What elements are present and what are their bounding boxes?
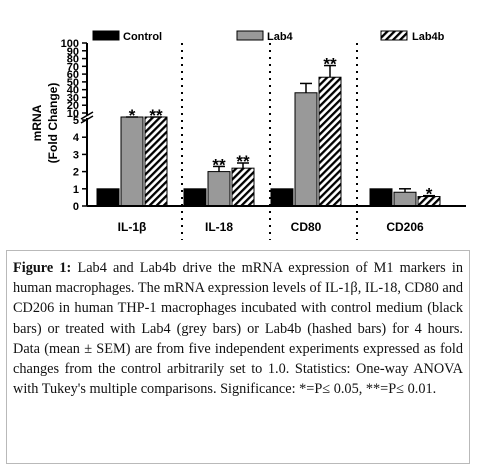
bar <box>369 188 393 207</box>
y-tick-label: 5 <box>73 115 79 127</box>
y-tick-label: 50 <box>67 77 79 89</box>
x-category-label: IL-1β <box>118 220 147 234</box>
y-tick-label: 40 <box>67 85 79 97</box>
figure-label: Figure 1: <box>13 260 72 276</box>
legend-label: Control <box>123 31 162 43</box>
bars: * **** ***** <box>96 55 441 207</box>
bar <box>120 116 144 207</box>
y-tick-label: 1 <box>73 184 79 196</box>
bar <box>231 167 255 207</box>
bar <box>294 92 318 207</box>
bar <box>183 188 207 207</box>
significance-label: ** <box>212 155 226 174</box>
legend: Control Lab4 Lab4b <box>92 30 445 43</box>
y-tick-label: 0 <box>73 201 79 213</box>
y-tick-label: 4 <box>73 132 80 144</box>
significance-label: * <box>129 106 136 125</box>
bar <box>96 188 120 207</box>
y-axis-label-line1: mRNA <box>30 104 44 141</box>
figure-caption: Figure 1: Lab4 and Lab4b drive the mRNA … <box>13 258 463 399</box>
y-tick-label: 60 <box>67 69 79 81</box>
legend-swatch <box>92 30 120 41</box>
legend-swatch <box>236 30 264 41</box>
y-tick-label: 70 <box>67 61 79 73</box>
legend-label: Lab4 <box>267 31 294 43</box>
significance-label: ** <box>149 106 163 125</box>
y-axis-label-line2: (Fold Change) <box>46 83 60 164</box>
bar <box>318 76 342 207</box>
caption-text: Lab4 and Lab4b drive the mRNA expression… <box>13 260 463 398</box>
y-tick-label: 2 <box>73 167 79 179</box>
bar <box>393 191 417 207</box>
y-tick-label: 3 <box>73 149 79 161</box>
y-tick-label: 10 <box>67 108 79 120</box>
x-category-label: CD206 <box>386 220 424 234</box>
y-tick-label: 90 <box>67 46 79 58</box>
bar <box>270 188 294 207</box>
bar-chart: Control Lab4 Lab4b 0 1 2 3 4 510203040506070809… <box>30 30 466 240</box>
y-tick-label: 30 <box>67 92 79 104</box>
significance-label: ** <box>236 152 250 171</box>
significance-label: ** <box>323 55 337 74</box>
y-tick-label: 20 <box>67 100 79 112</box>
bar <box>144 116 168 207</box>
y-tick-label: 100 <box>61 38 79 50</box>
legend-label: Lab4b <box>412 31 445 43</box>
legend-swatch <box>380 30 408 41</box>
y-tick-label: 80 <box>67 54 79 66</box>
axis-break-mark-upper <box>80 111 94 120</box>
significance-label: * <box>426 185 433 204</box>
bar <box>207 171 231 207</box>
x-category-label: CD80 <box>291 220 322 234</box>
x-category-label: IL-18 <box>205 220 233 234</box>
x-axis: IL-1β IL-18 CD80 CD206 <box>87 43 466 240</box>
caption-box <box>6 250 470 464</box>
